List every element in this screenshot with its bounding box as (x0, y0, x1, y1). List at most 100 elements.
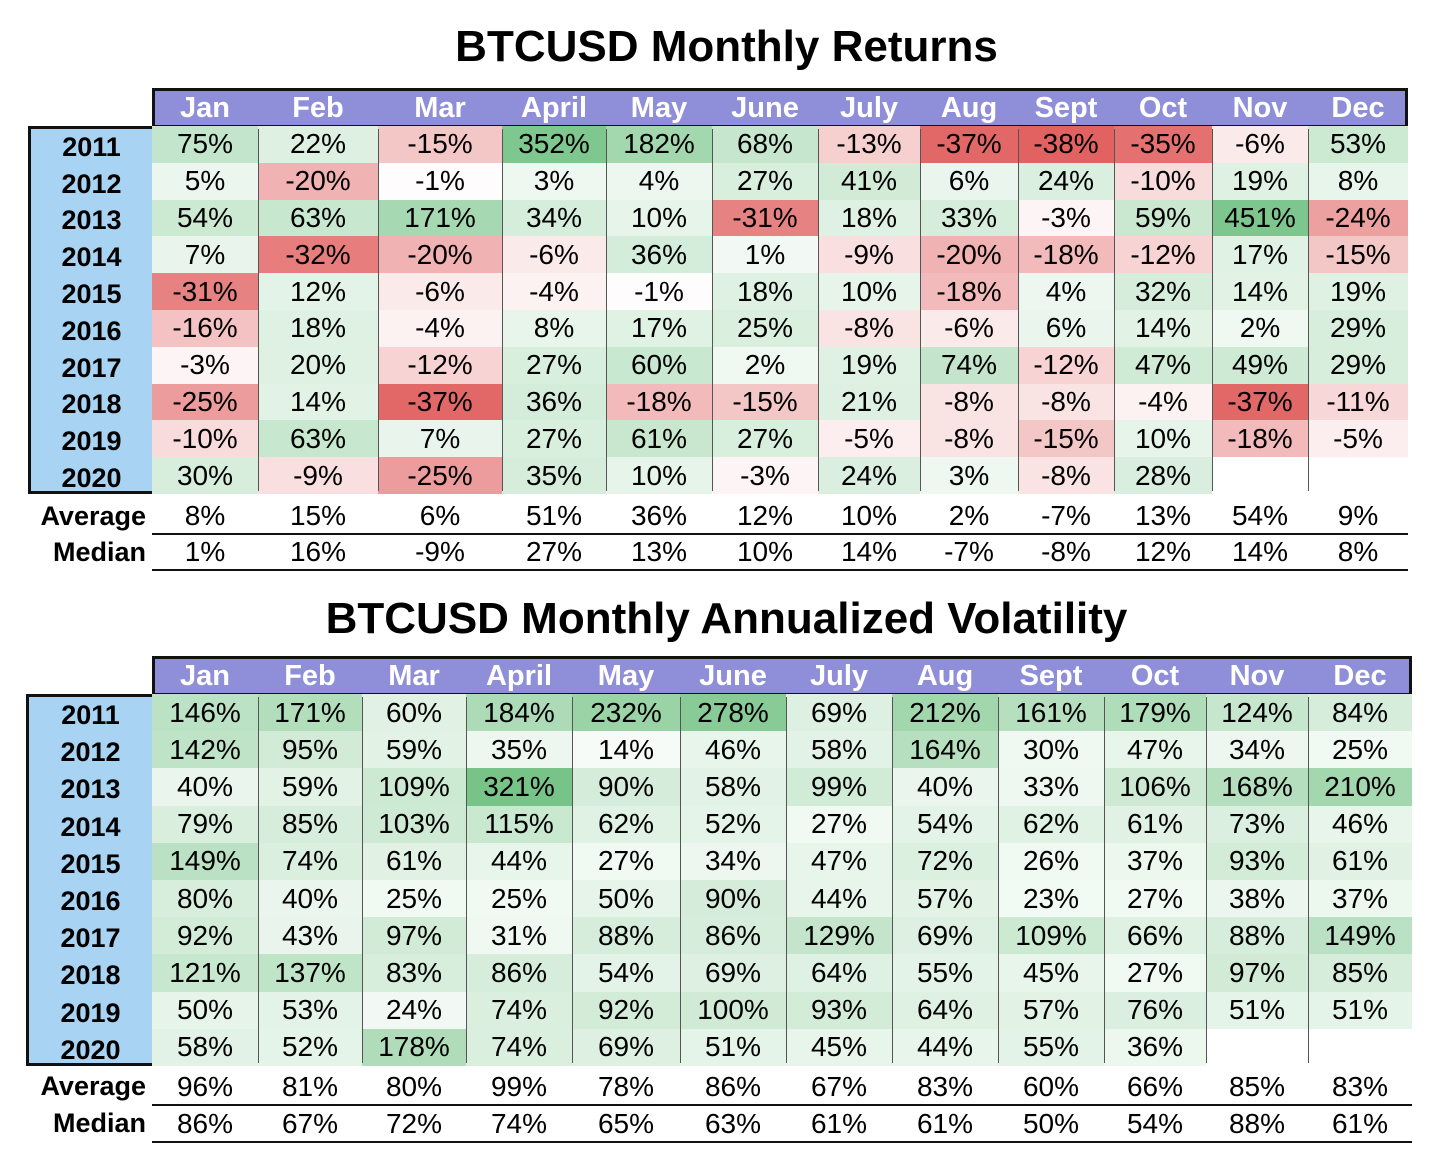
column-header: Jan (180, 659, 230, 692)
value-cell: 53% (258, 991, 362, 1029)
summary-cell: 60% (1022, 1070, 1080, 1102)
value-cell: -10% (1114, 162, 1212, 200)
value-cell: 24% (362, 991, 466, 1029)
value-cell: 50% (572, 880, 680, 918)
value-cell: -6% (1212, 126, 1308, 163)
value-cell: -38% (1018, 126, 1114, 163)
value-cell: -9% (818, 236, 920, 274)
column-header: Aug (940, 91, 998, 124)
value-cell: -18% (606, 383, 712, 421)
value-cell: -8% (1018, 383, 1114, 421)
value-cell: 62% (572, 805, 680, 843)
year-label: 2019 (61, 426, 122, 457)
value-cell: 88% (1206, 917, 1308, 955)
value-cell: 66% (1104, 917, 1206, 955)
value-cell: 179% (1104, 694, 1206, 732)
summary-rule (152, 533, 1408, 535)
value-cell: 30% (998, 731, 1104, 769)
summary-cell: 54% (1126, 1107, 1184, 1139)
value-cell: -15% (1308, 236, 1408, 274)
column-divider (786, 697, 787, 1063)
value-cell: 75% (152, 126, 258, 163)
value-cell: 352% (502, 126, 606, 163)
value-cell: 3% (920, 457, 1018, 494)
value-cell: 37% (1104, 842, 1206, 880)
value-cell: 27% (786, 805, 892, 843)
value-cell (1212, 457, 1308, 494)
value-cell: 74% (920, 346, 1018, 384)
value-cell: 61% (1104, 805, 1206, 843)
value-cell: 86% (680, 917, 786, 955)
value-cell: 60% (362, 694, 466, 732)
year-label: 2016 (61, 315, 122, 346)
column-header: Mar (388, 659, 440, 692)
column-divider (502, 129, 503, 491)
value-cell: -8% (818, 310, 920, 347)
value-cell: 64% (786, 954, 892, 992)
value-cell: 49% (1212, 346, 1308, 384)
value-cell: 17% (606, 310, 712, 347)
value-cell: 51% (1206, 991, 1308, 1029)
value-cell: 5% (152, 162, 258, 200)
value-cell: -37% (378, 383, 502, 421)
value-cell: -8% (920, 420, 1018, 458)
value-cell: 7% (378, 420, 502, 458)
value-cell: -12% (378, 346, 502, 384)
value-cell: 54% (892, 805, 998, 843)
column-divider (572, 697, 573, 1063)
value-cell: 93% (786, 991, 892, 1029)
column-header: Dec (1333, 659, 1387, 692)
value-cell: 27% (712, 162, 818, 200)
value-cell: -4% (1114, 383, 1212, 421)
value-cell: -6% (920, 310, 1018, 347)
value-cell: 63% (258, 420, 378, 458)
column-header: Dec (1331, 91, 1385, 124)
value-cell (1206, 1028, 1308, 1066)
value-cell: 69% (786, 694, 892, 732)
value-cell: 40% (892, 768, 998, 806)
value-cell: 25% (1308, 731, 1412, 769)
value-cell: 51% (1308, 991, 1412, 1029)
summary-cell: 81% (281, 1070, 339, 1102)
value-cell: 35% (502, 457, 606, 494)
value-cell: -12% (1114, 236, 1212, 274)
value-cell: -24% (1308, 199, 1408, 237)
value-cell: 61% (362, 842, 466, 880)
summary-rule (152, 1141, 1412, 1143)
value-cell: 44% (786, 880, 892, 918)
column-divider (362, 697, 363, 1063)
value-cell: 18% (712, 273, 818, 310)
column-header: June (699, 659, 767, 692)
value-cell: 109% (362, 768, 466, 806)
value-cell: 74% (466, 1028, 572, 1066)
summary-cell: 9% (1337, 500, 1379, 531)
value-cell: 47% (1114, 346, 1212, 384)
value-cell: 137% (258, 954, 362, 992)
values-grid: 146% 171% 60% 184% 232% 278% 69% 212% 161% 179% 12… (152, 694, 1412, 1066)
value-cell: 20% (258, 346, 378, 384)
value-cell: 27% (1104, 954, 1206, 992)
value-cell: 37% (1308, 880, 1412, 918)
value-cell: 3% (502, 162, 606, 200)
summary-cell: 12% (1134, 536, 1192, 567)
value-cell: 1% (712, 236, 818, 274)
value-cell: 74% (258, 842, 362, 880)
value-cell: 33% (998, 768, 1104, 806)
value-cell: -3% (712, 457, 818, 494)
value-cell: 168% (1206, 768, 1308, 806)
value-cell: 63% (258, 199, 378, 237)
value-cell (1308, 1028, 1412, 1066)
year-label: 2014 (61, 242, 122, 273)
column-divider (1018, 129, 1019, 491)
value-cell: 90% (572, 768, 680, 806)
column-header: Feb (292, 91, 344, 124)
value-cell: 14% (572, 731, 680, 769)
value-cell: -15% (1018, 420, 1114, 458)
summary-cell: 10% (840, 500, 898, 531)
value-cell: -11% (1308, 383, 1408, 421)
year-label: 2013 (61, 205, 122, 236)
value-cell: 46% (1308, 805, 1412, 843)
year-label: 2012 (60, 737, 121, 768)
value-cell: 44% (892, 1028, 998, 1066)
value-cell: 14% (258, 383, 378, 421)
